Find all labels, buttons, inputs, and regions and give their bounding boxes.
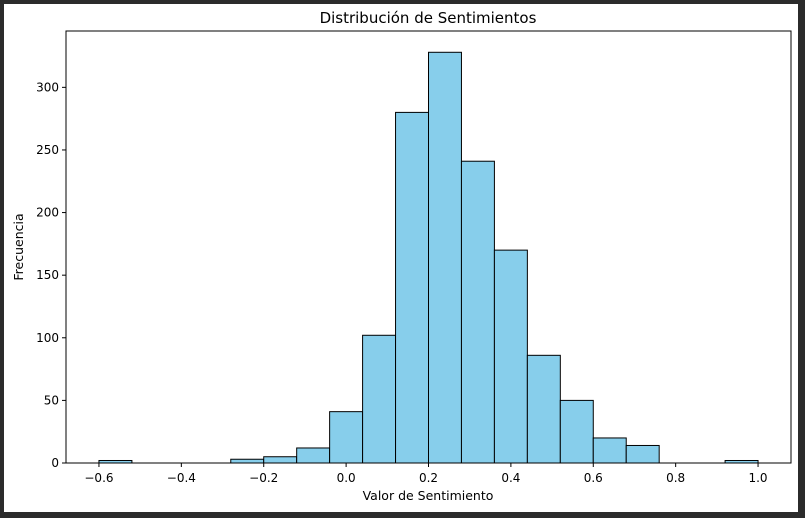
histogram-chart: Distribución de Sentimientos −0.6 −0.4 −0.…: [11, 9, 792, 503]
y-axis-label: Frecuencia: [11, 213, 26, 280]
histogram-bar: [526, 354, 561, 464]
x-tick-label: −0.6: [84, 471, 113, 485]
y-tick-label: 250: [36, 143, 59, 157]
histogram-bar: [559, 399, 594, 464]
figure: Distribución de Sentimientos −0.6 −0.4 −0.…: [4, 4, 798, 512]
histogram-bar: [395, 111, 429, 464]
y-tick-label: 300: [36, 80, 59, 94]
histogram-bar: [460, 160, 495, 464]
x-tick-label: 0.8: [666, 471, 685, 485]
y-tick-label: 100: [36, 331, 59, 345]
y-axis-ticks: 0 50 100 150 200 250 300: [36, 80, 66, 470]
y-tick-label: 50: [44, 393, 59, 407]
histogram-bar: [329, 411, 364, 464]
chart-title: Distribución de Sentimientos: [320, 9, 537, 27]
histogram-bar: [362, 334, 397, 464]
x-tick-label: −0.2: [249, 471, 278, 485]
histogram-bar: [230, 458, 265, 464]
x-tick-label: −0.4: [167, 471, 196, 485]
x-axis-ticks: −0.6 −0.4 −0.2 0.0 0.2 0.4 0.6 0.8 1.0: [84, 463, 768, 485]
bars-group: [98, 51, 759, 464]
y-tick-label: 150: [36, 268, 59, 282]
histogram-bar: [263, 456, 298, 464]
y-tick-label: 200: [36, 206, 59, 220]
x-tick-label: 0.0: [337, 471, 356, 485]
y-tick-label: 0: [51, 456, 59, 470]
x-axis-label: Valor de Sentimiento: [363, 488, 494, 503]
histogram-bar: [296, 447, 331, 464]
histogram-bar: [625, 444, 660, 464]
histogram-bar: [428, 51, 462, 464]
histogram-bar: [592, 437, 627, 464]
histogram-bar: [493, 249, 528, 464]
x-tick-label: 0.2: [419, 471, 438, 485]
x-tick-label: 0.6: [584, 471, 603, 485]
x-tick-label: 0.4: [501, 471, 520, 485]
x-tick-label: 1.0: [748, 471, 767, 485]
